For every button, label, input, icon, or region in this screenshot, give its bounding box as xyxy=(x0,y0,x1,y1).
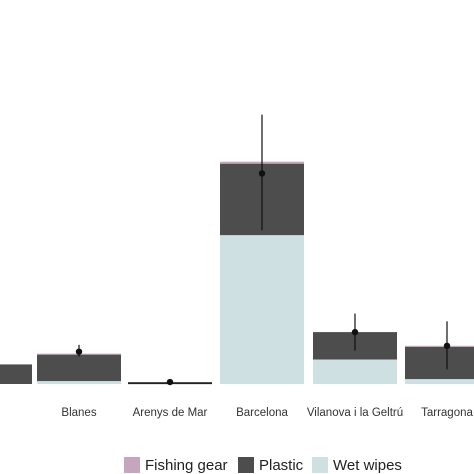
bar-blanes-wet-wipes xyxy=(37,381,121,384)
x-tick-label: Arenys de Mar xyxy=(133,407,208,419)
legend-label-plastic: Plastic xyxy=(259,457,304,474)
legend: Fishing gear Plastic Wet wipes xyxy=(124,457,402,474)
x-tick-label: Vilanova i la Geltrú xyxy=(307,407,403,419)
bar-tarragona-fishing-gear xyxy=(405,345,474,347)
legend-swatch-plastic xyxy=(238,457,254,473)
mean-point-arenys-de-mar xyxy=(166,378,174,386)
bar-roses-plastic xyxy=(0,364,32,384)
bar-tarragona-plastic xyxy=(405,346,474,380)
bar-vilanova-i-la-geltr--wet-wipes xyxy=(313,359,397,384)
x-tick-label: Tarragona xyxy=(421,407,473,419)
legend-label-wet-wipes: Wet wipes xyxy=(333,457,402,474)
mean-point-vilanova-i-la-geltr- xyxy=(351,328,359,336)
legend-label-fishing-gear: Fishing gear xyxy=(145,457,228,474)
x-tick-label: Barcelona xyxy=(236,407,288,419)
mean-point-tarragona xyxy=(443,342,451,350)
mean-point-barcelona xyxy=(258,170,266,177)
mean-point-blanes xyxy=(75,348,83,355)
bar-tarragona-wet-wipes xyxy=(405,379,474,384)
bar-barcelona-wet-wipes xyxy=(220,235,304,384)
bar-layer xyxy=(0,161,474,385)
legend-swatch-fishing-gear xyxy=(124,457,140,473)
legend-swatch-wet-wipes xyxy=(312,457,328,473)
error-bar-layer xyxy=(75,114,451,386)
bar-blanes-plastic xyxy=(37,354,121,382)
x-tick-label: Blanes xyxy=(61,407,96,419)
